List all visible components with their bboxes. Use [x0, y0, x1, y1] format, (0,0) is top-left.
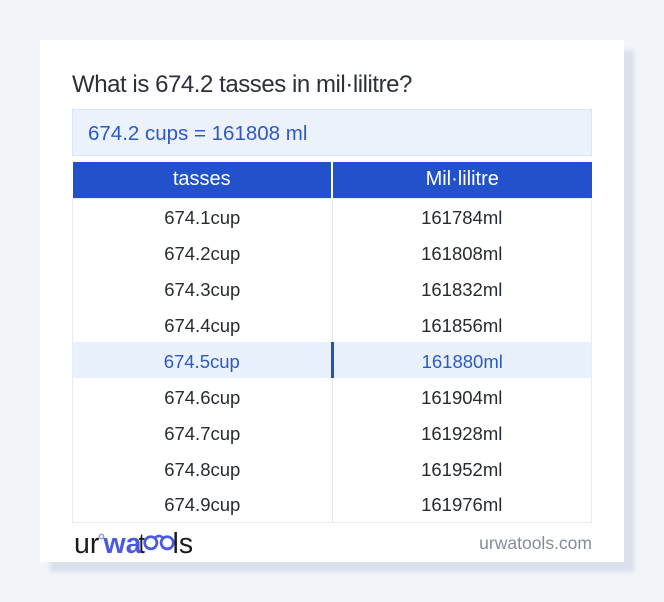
svg-text:ls: ls — [173, 528, 194, 560]
svg-text:wa: wa — [103, 528, 143, 560]
svg-text:ur: ur — [75, 528, 100, 560]
svg-text:t: t — [139, 528, 145, 560]
